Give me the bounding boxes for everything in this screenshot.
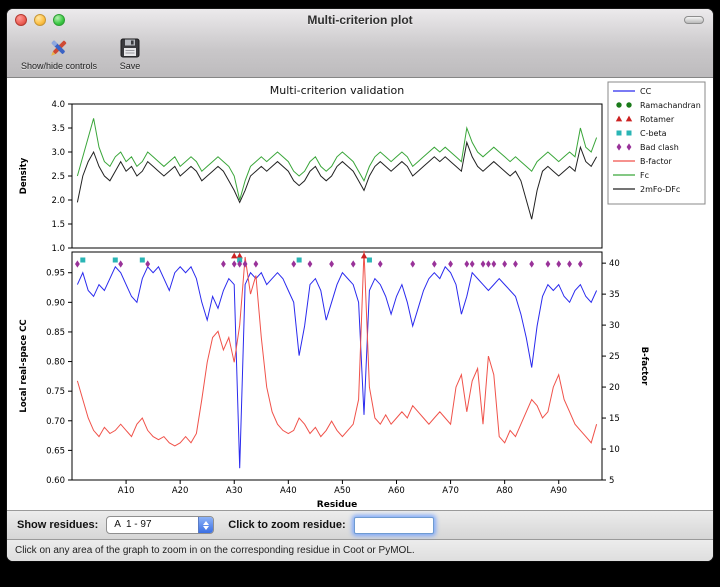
svg-text:5: 5 [609, 476, 614, 486]
svg-text:30: 30 [609, 321, 620, 331]
window-chrome: Multi-criterion plot [7, 9, 713, 78]
svg-text:2.5: 2.5 [51, 172, 65, 182]
svg-text:0.60: 0.60 [46, 476, 65, 486]
svg-text:A20: A20 [172, 486, 189, 496]
zoom-window-button[interactable] [53, 14, 65, 26]
controls-bar: Show residues: A 1 - 97 Click to zoom re… [7, 510, 713, 540]
show-residues-label: Show residues: [17, 519, 99, 531]
save-icon [119, 35, 141, 60]
window-title: Multi-criterion plot [307, 13, 413, 27]
svg-text:A40: A40 [280, 486, 297, 496]
toolbar: Show/hide controls Save [7, 31, 713, 77]
svg-text:0.75: 0.75 [46, 387, 65, 397]
status-bar: Click on any area of the graph to zoom i… [7, 540, 713, 561]
residue-range-value: A 1 - 97 [114, 519, 152, 530]
svg-text:Residue: Residue [317, 500, 357, 510]
svg-text:0.95: 0.95 [46, 269, 65, 279]
status-text: Click on any area of the graph to zoom i… [15, 545, 415, 556]
save-button[interactable]: Save [115, 34, 145, 72]
svg-text:CC: CC [640, 87, 652, 96]
svg-text:A50: A50 [334, 486, 351, 496]
plot-area[interactable]: Multi-criterion validation 1.0 1.5 2.0 2.5 3.… [7, 78, 713, 510]
stepper-arrows-icon [198, 517, 214, 533]
svg-text:B-factor: B-factor [640, 157, 673, 166]
svg-text:A30: A30 [226, 486, 243, 496]
app-window: Multi-criterion plot [7, 9, 713, 561]
svg-text:Ramachandran: Ramachandran [640, 101, 701, 110]
svg-text:25: 25 [609, 352, 620, 362]
svg-text:C-beta: C-beta [640, 129, 667, 138]
multi-criterion-chart[interactable]: Multi-criterion validation 1.0 1.5 2.0 2.5 3.… [10, 78, 710, 510]
zoom-residue-input[interactable] [353, 516, 434, 534]
svg-text:0.70: 0.70 [46, 417, 65, 427]
svg-text:10: 10 [609, 445, 620, 455]
svg-text:40: 40 [609, 259, 620, 269]
svg-text:2.0: 2.0 [51, 196, 65, 206]
svg-text:4.0: 4.0 [51, 100, 65, 110]
svg-text:0.90: 0.90 [46, 298, 65, 308]
svg-text:A70: A70 [442, 486, 459, 496]
residue-range-select[interactable]: A 1 - 97 [106, 516, 215, 534]
svg-text:Multi-criterion validation: Multi-criterion validation [270, 84, 405, 97]
svg-text:A80: A80 [496, 486, 513, 496]
svg-text:0.65: 0.65 [46, 446, 65, 456]
svg-text:1.5: 1.5 [51, 220, 65, 230]
svg-text:Fc: Fc [640, 171, 649, 180]
svg-text:Bad clash: Bad clash [640, 143, 679, 152]
svg-text:3.0: 3.0 [51, 148, 65, 158]
toolbar-toggle-button[interactable] [684, 16, 704, 24]
svg-text:20: 20 [609, 383, 620, 393]
minimize-button[interactable] [34, 14, 46, 26]
svg-text:A90: A90 [550, 486, 567, 496]
close-button[interactable] [15, 14, 27, 26]
svg-text:A10: A10 [118, 486, 135, 496]
svg-text:Density: Density [19, 157, 29, 194]
svg-text:0.80: 0.80 [46, 358, 65, 368]
zoom-residue-label: Click to zoom residue: [228, 519, 346, 531]
traffic-lights [15, 14, 65, 26]
svg-text:2mFo-DFc: 2mFo-DFc [640, 185, 680, 194]
svg-text:3.5: 3.5 [51, 124, 65, 134]
svg-text:0.85: 0.85 [46, 328, 65, 338]
tools-icon [47, 35, 71, 60]
show-hide-controls-label: Show/hide controls [21, 61, 98, 71]
svg-text:B-factor: B-factor [639, 347, 649, 386]
svg-text:1.0: 1.0 [51, 244, 65, 254]
save-label: Save [119, 61, 141, 71]
svg-text:15: 15 [609, 414, 620, 424]
svg-text:35: 35 [609, 290, 620, 300]
show-hide-controls-button[interactable]: Show/hide controls [17, 34, 101, 72]
svg-text:Local real-space CC: Local real-space CC [19, 319, 29, 412]
title-bar[interactable]: Multi-criterion plot [7, 9, 713, 31]
svg-text:A60: A60 [388, 486, 405, 496]
svg-text:Rotamer: Rotamer [640, 115, 675, 124]
